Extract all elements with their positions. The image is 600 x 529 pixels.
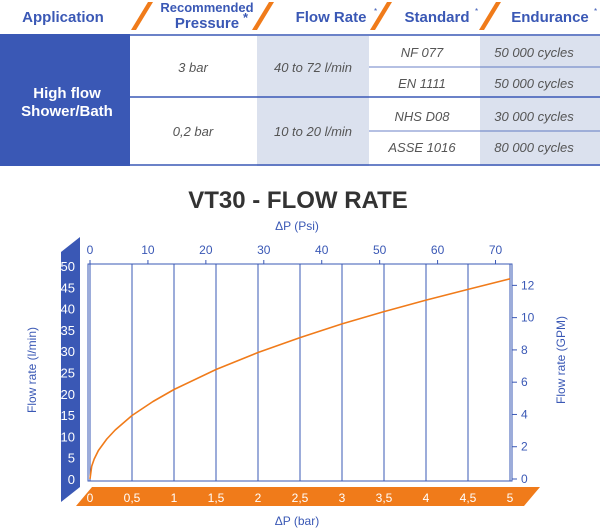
endurance-column	[480, 36, 600, 166]
header-separator	[370, 2, 392, 30]
left-tick-label: 15	[61, 408, 75, 423]
bottom-tick-label: 4	[423, 491, 430, 505]
header-application: Application	[22, 9, 104, 26]
right-tick-label: 6	[521, 375, 528, 389]
flow-rate-value: 40 to 72 l/min	[274, 60, 352, 75]
top-tick-label: 20	[199, 243, 213, 257]
top-tick-label: 0	[87, 243, 94, 257]
bottom-tick-label: 5	[507, 491, 514, 505]
bottom-axis-band	[76, 487, 540, 506]
header-separator	[479, 2, 501, 30]
header-standard-asterisk: *	[475, 7, 478, 16]
bottom-tick-label: 1,5	[208, 491, 225, 505]
left-tick-label: 30	[61, 344, 75, 359]
top-tick-label: 60	[431, 243, 445, 257]
right-tick-label: 8	[521, 343, 528, 357]
left-tick-label: 45	[61, 280, 75, 295]
endurance-value: 50 000 cycles	[494, 45, 574, 60]
header-pressure: Pressure	[175, 15, 239, 32]
header-standard: Standard	[404, 9, 469, 26]
bottom-axis-label: ΔP (bar)	[275, 514, 319, 528]
endurance-value: 50 000 cycles	[494, 76, 574, 91]
left-tick-label: 25	[61, 366, 75, 381]
header-pressure-asterisk: *	[243, 10, 249, 25]
top-tick-label: 40	[315, 243, 329, 257]
top-tick-label: 10	[141, 243, 155, 257]
right-tick-label: 2	[521, 440, 528, 454]
right-tick-label: 12	[521, 278, 535, 292]
header-flow-rate-asterisk: *	[374, 7, 377, 16]
bottom-tick-label: 0	[87, 491, 94, 505]
header-recommended: Recommended	[160, 0, 253, 15]
standard-value: NF 077	[401, 45, 444, 60]
right-tick-label: 4	[521, 407, 528, 421]
endurance-value: 80 000 cycles	[494, 140, 574, 155]
grid	[89, 264, 511, 481]
top-tick-label: 70	[489, 243, 503, 257]
series	[89, 278, 511, 480]
application-line-1: High flow	[33, 85, 101, 102]
flow-rate-value: 10 to 20 l/min	[274, 124, 352, 139]
top-tick-label: 50	[373, 243, 387, 257]
left-axis-band	[61, 237, 80, 502]
chart-title: VT30 - FLOW RATE	[188, 187, 408, 214]
left-tick-label: 35	[61, 323, 75, 338]
right-tick-label: 0	[521, 472, 528, 486]
right-axis-label: Flow rate (GPM)	[554, 316, 568, 404]
bottom-tick-label: 3	[339, 491, 346, 505]
header-endurance-asterisk: *	[594, 7, 597, 16]
left-tick-label: 10	[61, 429, 75, 444]
flow-rate-curve	[89, 278, 511, 480]
application-line-2: Shower/Bath	[21, 103, 113, 120]
flow-rate-column	[257, 36, 369, 166]
bottom-tick-label: 0,5	[124, 491, 141, 505]
left-tick-label: 50	[61, 259, 75, 274]
header-flow-rate: Flow Rate	[296, 9, 367, 26]
bottom-tick-label: 1	[171, 491, 178, 505]
left-tick-label: 0	[68, 472, 75, 487]
right-tick-label: 10	[521, 311, 535, 325]
left-tick-label: 5	[68, 451, 75, 466]
header-separator	[252, 2, 274, 30]
application-cell	[0, 34, 130, 166]
specs-table: Application Recommended Pressure * Flow …	[0, 0, 600, 166]
top-tick-label: 30	[257, 243, 271, 257]
header-separators	[131, 2, 501, 30]
endurance-value: 30 000 cycles	[494, 109, 574, 124]
bottom-tick-label: 4,5	[460, 491, 477, 505]
standard-value: NHS D08	[395, 109, 451, 124]
bottom-tick-label: 3,5	[376, 491, 393, 505]
ticks: 0 0,5 1 1,5 2 2,5 3 3,5 4 4,5 50 10 20 30 40 50 60 700510…	[61, 243, 535, 505]
header-separator	[131, 2, 153, 30]
left-tick-label: 40	[61, 302, 75, 317]
standard-value: EN 1111	[398, 76, 446, 91]
top-axis-label: ΔP (Psi)	[275, 219, 319, 233]
pressure-value: 0,2 bar	[173, 124, 214, 139]
bottom-tick-label: 2	[255, 491, 262, 505]
left-axis-label: Flow rate (l/min)	[25, 327, 39, 413]
pressure-value: 3 bar	[178, 60, 208, 75]
header-endurance: Endurance	[511, 9, 589, 26]
standard-value: ASSE 1016	[387, 140, 456, 155]
left-tick-label: 20	[61, 387, 75, 402]
bottom-tick-label: 2,5	[292, 491, 309, 505]
